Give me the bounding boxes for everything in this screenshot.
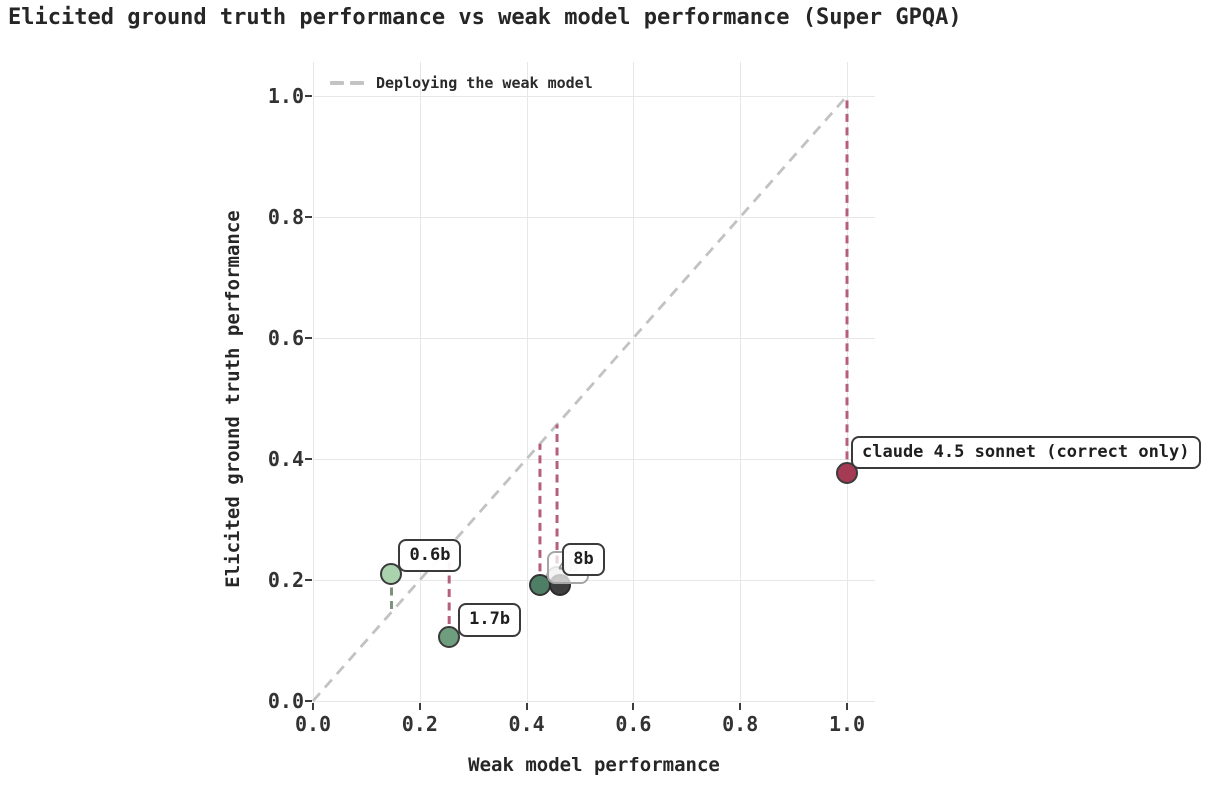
x-axis-label: Weak model performance bbox=[468, 754, 720, 776]
y-tick-label: 0.0 bbox=[267, 689, 304, 713]
y-tick-mark bbox=[305, 458, 312, 460]
legend-dash-segment bbox=[350, 81, 364, 85]
grid-line-horizontal bbox=[313, 701, 875, 702]
x-tick-label: 0.4 bbox=[508, 712, 545, 736]
y-tick-mark bbox=[305, 216, 312, 218]
y-tick-label: 0.6 bbox=[267, 326, 304, 350]
x-tick-label: 0.6 bbox=[615, 712, 652, 736]
grid-line-horizontal bbox=[313, 459, 875, 460]
x-tick-mark bbox=[846, 703, 848, 710]
point-label: 8b bbox=[562, 542, 605, 577]
legend-dash-segment bbox=[330, 81, 344, 85]
x-tick-mark bbox=[632, 703, 635, 710]
x-tick-label: 1.0 bbox=[828, 712, 866, 736]
plot-area bbox=[311, 62, 875, 707]
data-point-1.7b bbox=[438, 626, 461, 649]
x-tick-label: 0.8 bbox=[722, 712, 759, 736]
y-tick-mark bbox=[305, 579, 312, 581]
grid-line-vertical bbox=[526, 62, 528, 707]
y-tick-label: 1.0 bbox=[267, 84, 304, 108]
x-tick-mark bbox=[525, 703, 528, 710]
grid-line-vertical bbox=[740, 62, 742, 707]
point-label: claude 4.5 sonnet (correct only) bbox=[851, 435, 1201, 470]
grid-line-horizontal bbox=[313, 217, 875, 218]
point-label: 0.6b bbox=[398, 538, 462, 573]
y-tick-mark bbox=[305, 337, 312, 339]
grid-line-vertical bbox=[313, 62, 314, 707]
x-tick-label: 0.2 bbox=[401, 712, 438, 736]
data-point-claude bbox=[836, 461, 858, 484]
grid-line-horizontal bbox=[313, 338, 875, 339]
point-label: 1.7b bbox=[458, 603, 522, 637]
grid-line-vertical bbox=[419, 62, 421, 707]
grid-line-horizontal bbox=[313, 580, 875, 581]
legend-label: Deploying the weak model bbox=[376, 74, 593, 92]
legend: Deploying the weak model bbox=[330, 74, 593, 92]
chart-title: Elicited ground truth performance vs wea… bbox=[8, 5, 962, 30]
y-tick-label: 0.2 bbox=[267, 568, 304, 592]
lines-layer bbox=[311, 95, 849, 702]
y-tick-mark bbox=[305, 700, 312, 702]
x-tick-label: 0.0 bbox=[294, 712, 332, 736]
x-tick-mark bbox=[739, 703, 742, 710]
y-tick-label: 0.8 bbox=[267, 205, 304, 229]
x-tick-mark bbox=[312, 703, 314, 710]
y-axis-label: Elicited ground truth performance bbox=[222, 210, 244, 588]
grid-line-vertical bbox=[633, 62, 635, 707]
diagonal-parity-line bbox=[311, 95, 849, 702]
dashed-line-swatch bbox=[330, 81, 364, 85]
data-point-0.6b bbox=[380, 562, 403, 585]
grid-line-horizontal bbox=[313, 96, 875, 97]
y-tick-label: 0.4 bbox=[267, 447, 304, 471]
x-tick-mark bbox=[418, 703, 421, 710]
y-tick-mark bbox=[305, 95, 312, 97]
